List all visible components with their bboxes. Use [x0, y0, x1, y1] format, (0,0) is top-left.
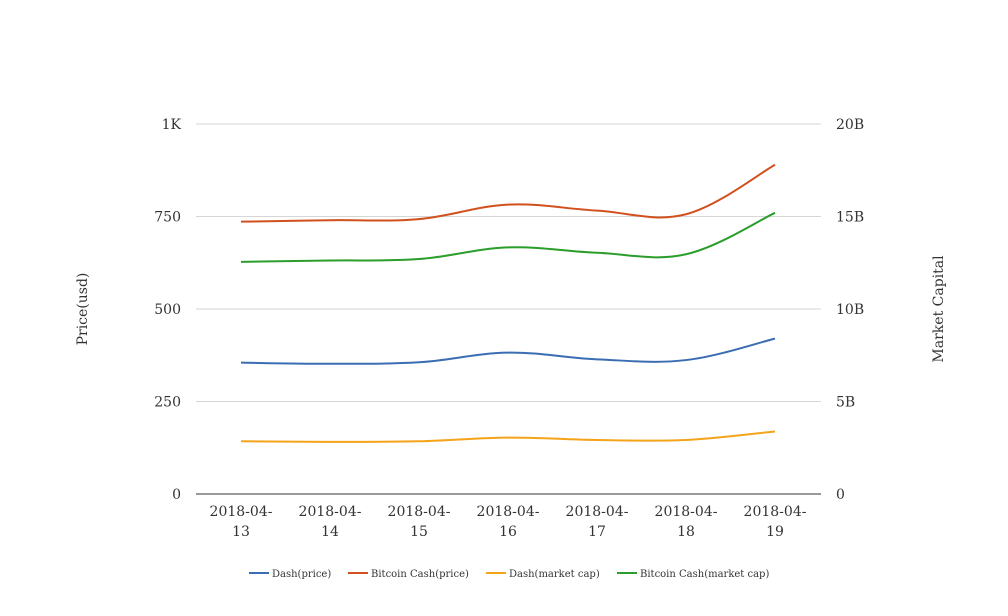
y-right-tick-label: 5B: [836, 395, 855, 411]
legend-item[interactable]: Bitcoin Cash(price): [348, 569, 469, 580]
x-tick-label: 2018-04-14: [299, 504, 362, 540]
x-tick-label: 2018-04-19: [744, 504, 807, 540]
series-lines: [240, 163, 776, 443]
series-line-bitcoin-cash-price: [240, 163, 776, 223]
legend: Dash(price) Bitcoin Cash(price) Dash(marke…: [249, 569, 769, 580]
y-left-tick-label: 0: [172, 487, 181, 503]
x-tick-label: 2018-04-16: [477, 504, 540, 540]
legend-label: Bitcoin Cash(market cap): [640, 569, 769, 580]
y-left-tick-label: 1K: [162, 117, 182, 133]
x-tick-label: 2018-04-13: [210, 504, 273, 540]
x-tick-label: 2018-04-18: [655, 504, 718, 540]
series-line-dash-market-cap: [240, 430, 776, 443]
y-right-tick-label: 20B: [836, 117, 864, 133]
legend-item[interactable]: Dash(market cap): [486, 569, 600, 580]
y-left-axis-title: Price(usd): [75, 273, 91, 346]
y-left-tick-label: 750: [154, 210, 181, 226]
legend-label: Dash(price): [272, 569, 331, 580]
series-line-bitcoin-cash-market-cap: [240, 211, 776, 263]
legend-label: Bitcoin Cash(price): [371, 569, 469, 580]
axes: 0 250 500 750 1K 0 5B 10B 15B 20B 2018-04-13 2018-0…: [75, 117, 947, 540]
legend-item[interactable]: Bitcoin Cash(market cap): [617, 569, 769, 580]
y-right-axis-title: Market Capital: [931, 255, 947, 363]
y-right-tick-label: 10B: [836, 302, 864, 318]
y-right-tick-label: 0: [836, 487, 845, 503]
y-right-tick-label: 15B: [836, 210, 864, 226]
legend-label: Dash(market cap): [509, 569, 600, 580]
legend-item[interactable]: Dash(price): [249, 569, 331, 580]
y-left-tick-label: 500: [154, 302, 181, 318]
x-tick-label: 2018-04-17: [566, 504, 629, 540]
series-line-dash-price: [240, 337, 776, 365]
x-tick-label: 2018-04-15: [388, 504, 451, 540]
y-left-tick-label: 250: [154, 395, 181, 411]
gridlines: [196, 123, 821, 495]
